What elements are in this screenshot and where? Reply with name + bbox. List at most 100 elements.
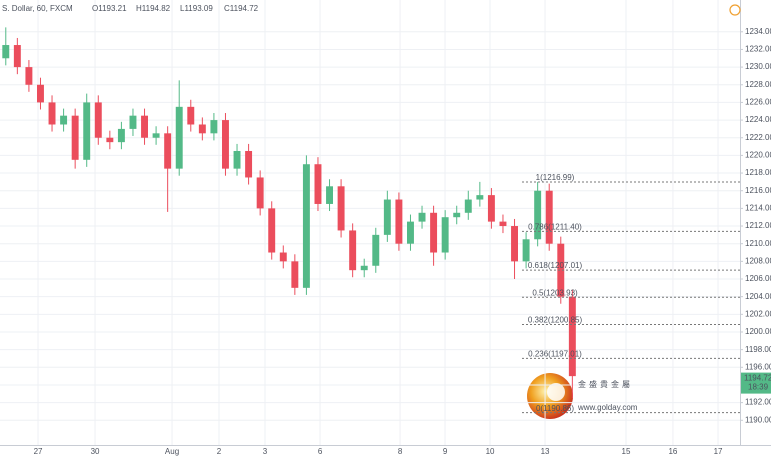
candle-body: [545, 190, 553, 244]
candle-body: [37, 84, 44, 103]
y-tick-label: 1214.00: [745, 203, 771, 212]
y-tick-label: 1200.00: [745, 327, 771, 336]
y-tick-label: 1204.00: [745, 292, 771, 301]
y-tick-label: 1234.00: [745, 27, 771, 36]
x-tick-label: Aug: [165, 447, 179, 456]
y-tick-label: 1218.00: [745, 168, 771, 177]
y-tick-label: 1190.00: [745, 415, 771, 424]
countdown: 18:39: [748, 383, 769, 392]
candle-body: [487, 195, 495, 222]
candle-body: [464, 199, 472, 213]
x-tick-label: 30: [91, 447, 100, 456]
candle-body: [13, 45, 21, 68]
candle-body: [256, 177, 264, 209]
candle-body: [302, 164, 310, 288]
chart-title: S. Dollar, 60, FXCM: [2, 4, 73, 13]
candle-body: [25, 67, 33, 85]
candle-body: [71, 115, 79, 160]
candle-body: [268, 208, 276, 253]
fib-label: 1(1216.99): [536, 173, 575, 182]
candle-body: [141, 115, 148, 138]
x-tick-label: 9: [443, 447, 448, 456]
y-tick-label: 1222.00: [745, 133, 771, 142]
candle-body: [129, 115, 137, 129]
candle-body: [441, 217, 449, 253]
ohlc-value: O1193.21: [92, 4, 127, 13]
candle-body: [198, 124, 206, 134]
candle-body: [453, 212, 461, 218]
candle-body: [383, 199, 391, 235]
x-tick-label: 16: [668, 447, 677, 456]
candle-body: [337, 186, 345, 231]
x-tick-label: 15: [622, 447, 631, 456]
x-tick-label: 10: [486, 447, 495, 456]
price-tag: [741, 372, 771, 394]
y-tick-label: 1228.00: [745, 80, 771, 89]
y-tick-label: 1196.00: [745, 362, 771, 371]
y-tick-label: 1198.00: [745, 345, 771, 354]
candle-body: [407, 221, 414, 244]
candle-body: [476, 195, 484, 200]
candle-body: [522, 239, 530, 262]
y-tick-label: 1206.00: [745, 274, 771, 283]
fib-label: 0(1190.86): [536, 404, 574, 413]
candle-body: [233, 150, 241, 169]
candle-body: [291, 261, 299, 288]
ohlc-value: H1194.82: [136, 4, 171, 13]
y-tick-label: 1226.00: [745, 98, 771, 107]
fib-label: 0.5(1203.93): [532, 288, 578, 297]
candle-body: [210, 120, 218, 134]
candle-body: [326, 186, 333, 204]
candle-body: [117, 128, 125, 143]
fib-label: 0.382(1200.85): [528, 316, 583, 325]
fib-label: 0.236(1197.01): [528, 349, 582, 358]
y-tick-label: 1202.00: [745, 309, 771, 318]
candle-body: [152, 133, 160, 138]
candle-body: [48, 102, 56, 125]
y-tick-label: 1192.00: [745, 398, 771, 407]
x-tick-label: 2: [217, 447, 222, 456]
candle-body: [499, 221, 507, 227]
candle-body: [395, 199, 403, 244]
candle-body: [314, 164, 322, 204]
candle-body: [349, 230, 357, 271]
x-tick-label: 27: [34, 447, 43, 456]
x-tick-label: 6: [318, 447, 323, 456]
y-tick-label: 1216.00: [745, 186, 771, 195]
candle-body: [187, 106, 195, 125]
x-tick-label: 13: [541, 447, 550, 456]
price-tag-label: 1194.72: [744, 374, 771, 383]
candle-body: [60, 115, 68, 125]
y-tick-label: 1230.00: [745, 62, 771, 71]
candle-body: [511, 226, 518, 262]
candle-body: [430, 212, 438, 253]
fib-label: 0.786(1211.40): [528, 222, 582, 231]
y-tick-label: 1224.00: [745, 115, 771, 124]
candle-body: [418, 212, 426, 222]
candle-body: [360, 265, 368, 271]
y-tick-label: 1208.00: [745, 256, 771, 265]
y-tick-label: 1212.00: [745, 221, 771, 230]
candle-body: [557, 243, 565, 297]
candle-body: [534, 190, 542, 240]
candle-body: [245, 150, 253, 178]
logo-inner: [547, 383, 565, 401]
fib-label: 0.618(1207.01): [528, 261, 583, 270]
x-tick-label: 3: [263, 447, 268, 456]
candle-body: [222, 120, 229, 169]
grid: [0, 0, 740, 445]
candle-body: [568, 296, 576, 377]
candle-body: [94, 102, 102, 138]
candle-body: [83, 102, 91, 160]
watermark-url: www.golday.com: [577, 403, 638, 412]
candle-body: [2, 45, 10, 59]
y-tick-label: 1232.00: [745, 45, 771, 54]
ohlc-value: C1194.72: [224, 4, 259, 13]
ohlc-value: L1193.09: [180, 4, 213, 13]
alert-icon[interactable]: [729, 4, 741, 16]
watermark-title: 金盛貴金屬: [578, 379, 633, 389]
x-tick-label: 17: [714, 447, 723, 456]
candle-body: [164, 133, 172, 169]
y-tick-label: 1220.00: [745, 151, 771, 160]
